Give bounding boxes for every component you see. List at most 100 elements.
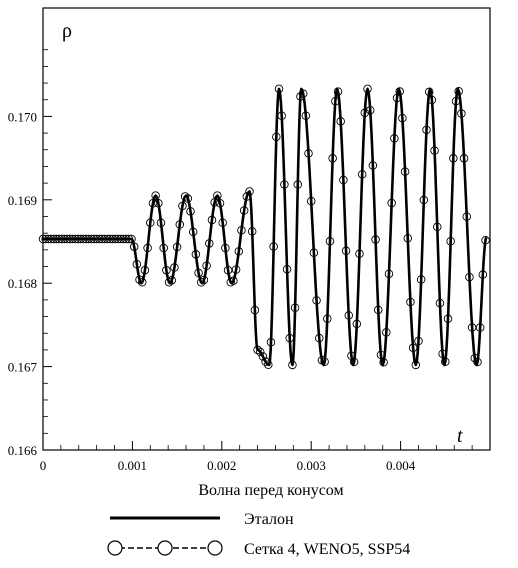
numerical-marker	[167, 276, 176, 285]
x-tick-label: 0.002	[207, 458, 236, 473]
numerical-marker	[111, 234, 120, 244]
numerical-marker	[475, 323, 485, 332]
numerical-marker	[226, 278, 235, 287]
numerical-marker	[140, 265, 150, 275]
numerical-marker	[368, 161, 378, 170]
x-tick-label: 0.003	[297, 458, 326, 473]
numerical-marker	[186, 207, 195, 216]
numerical-marker	[191, 250, 201, 259]
numerical-marker	[438, 349, 447, 359]
numerical-marker	[349, 357, 359, 367]
numerical-marker	[223, 265, 233, 275]
numerical-marker	[229, 276, 238, 285]
numerical-marker	[344, 311, 354, 320]
numerical-marker	[264, 360, 273, 369]
legend: Эталон Сетка 4, WENO5, SSP54	[107, 511, 410, 558]
numerical-marker	[127, 234, 136, 244]
numerical-marker	[269, 242, 278, 251]
numerical-marker	[183, 194, 193, 203]
plot-frame	[42, 7, 491, 451]
numerical-marker	[416, 275, 426, 284]
numerical-marker	[298, 89, 308, 98]
numerical-marker	[371, 235, 380, 244]
numerical-marker	[137, 278, 147, 287]
legend-marker	[107, 540, 123, 556]
numerical-marker	[54, 234, 64, 244]
numerical-marker	[188, 227, 198, 237]
plot-area: 0 0.001 0.002 0.003 0.004 0.1660.1670.1680.1…	[8, 7, 491, 473]
numerical-marker	[355, 249, 364, 259]
numerical-marker	[277, 111, 286, 120]
numerical-marker	[146, 218, 155, 227]
numerical-marker	[433, 222, 442, 232]
y-axis: 0.166 0.167 0.168 0.169 0.170	[8, 49, 52, 458]
numerical-marker	[411, 360, 421, 370]
numerical-marker	[180, 192, 190, 201]
numerical-marker	[52, 234, 61, 244]
numerical-marker	[304, 149, 313, 158]
numerical-line	[43, 87, 487, 367]
numerical-marker	[84, 234, 93, 244]
numerical-marker	[95, 234, 104, 244]
numerical-marker	[446, 236, 455, 246]
x-tick-label: 0.004	[386, 458, 416, 473]
numerical-marker	[44, 234, 53, 244]
numerical-marker	[306, 196, 316, 206]
numerical-marker	[325, 236, 335, 246]
numerical-marker	[339, 175, 348, 185]
numerical-marker	[441, 357, 450, 366]
numerical-marker	[237, 225, 246, 235]
numerical-marker	[285, 333, 294, 343]
numerical-marker	[162, 265, 171, 275]
numerical-marker	[245, 187, 254, 196]
numerical-marker	[427, 95, 437, 105]
numerical-marker	[288, 360, 297, 370]
y-tick-label: 0.166	[8, 443, 38, 458]
numerical-marker	[315, 333, 324, 343]
numerical-marker	[443, 314, 453, 324]
numerical-marker	[357, 170, 367, 179]
y-tick-label: 0.167	[8, 360, 38, 375]
numerical-marker	[382, 328, 391, 337]
x-axis: 0 0.001 0.002 0.003 0.004	[40, 441, 473, 473]
numerical-marker	[341, 246, 351, 256]
numerical-marker	[398, 113, 407, 123]
numerical-marker	[253, 345, 262, 355]
numerical-marker	[274, 84, 284, 94]
numerical-marker	[156, 218, 166, 227]
numerical-marker	[365, 106, 375, 115]
numerical-marker	[81, 234, 91, 244]
x-axis-label: t	[457, 425, 463, 447]
series-numerical	[38, 84, 490, 370]
numerical-marker	[419, 195, 429, 205]
numerical-marker	[414, 336, 423, 346]
y-axis-label: ρ	[62, 20, 72, 42]
legend-marker	[207, 540, 223, 556]
numerical-marker	[135, 275, 144, 284]
numerical-marker	[207, 215, 217, 225]
numerical-marker	[387, 198, 396, 208]
numerical-marker	[290, 303, 300, 312]
numerical-marker	[218, 218, 227, 227]
numerical-marker	[38, 234, 48, 244]
numerical-marker	[430, 146, 439, 155]
numerical-marker	[422, 125, 431, 135]
numerical-marker	[148, 198, 158, 208]
numerical-marker	[454, 86, 463, 96]
legend-marker	[157, 540, 173, 556]
numerical-marker	[119, 234, 128, 244]
numerical-marker	[280, 180, 289, 189]
numerical-marker	[390, 134, 399, 143]
numerical-marker	[124, 234, 134, 244]
numerical-marker	[379, 357, 388, 367]
legend-numerical-label: Сетка 4, WENO5, SSP54	[244, 541, 410, 558]
numerical-marker	[178, 201, 187, 211]
numerical-marker	[451, 96, 461, 106]
numerical-marker	[57, 234, 67, 244]
numerical-marker	[478, 270, 488, 279]
numerical-marker	[194, 268, 203, 278]
numerical-marker	[309, 248, 319, 257]
x-tick-label: 0	[40, 458, 47, 473]
numerical-marker	[336, 117, 345, 126]
